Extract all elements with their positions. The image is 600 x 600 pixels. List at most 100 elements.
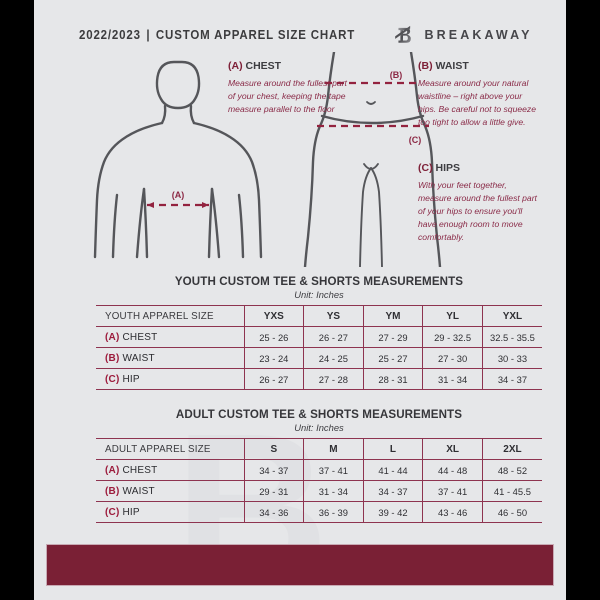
youth-r2-c3: 31 - 34 — [422, 368, 483, 390]
adult-size-table: ADULT APPAREL SIZE S M L XL 2XL (A) CHEST… — [96, 438, 542, 523]
hips-tag: (C) — [418, 162, 433, 174]
youth-r1-c0: 23 - 24 — [243, 347, 304, 369]
adult-row-2-label: (C) HIP — [96, 501, 244, 523]
waist-name: WAIST — [435, 60, 469, 72]
adult-r2-c1: 36 - 39 — [303, 501, 364, 523]
waist-tag: (B) — [418, 60, 433, 72]
youth-r2-c1: 27 - 28 — [303, 368, 364, 390]
chest-marker-label: (A) — [172, 190, 185, 200]
adult-r2-c3: 43 - 46 — [422, 501, 483, 523]
adult-r1-c4: 41 - 45.5 — [481, 480, 542, 502]
header-separator: | — [146, 28, 151, 42]
youth-size-table: YOUTH APPAREL SIZE YXS YS YM YL YXL (A) C… — [96, 305, 542, 390]
callout-waist: (B) WAIST Measure around your natural wa… — [418, 60, 536, 129]
adult-col-3: XL — [422, 438, 483, 460]
adult-r0-c2: 41 - 44 — [362, 459, 423, 481]
youth-table-title: YOUTH CUSTOM TEE & SHORTS MEASUREMENTS — [174, 275, 464, 288]
table-row: (B) WAIST 29 - 31 31 - 34 34 - 37 37 - 41… — [96, 480, 542, 502]
adult-col-2: L — [362, 438, 423, 460]
youth-row-1-name: WAIST — [122, 352, 155, 364]
adult-row-1-name: WAIST — [122, 485, 155, 497]
callout-waist-body: Measure around your natural waistline – … — [418, 78, 537, 128]
youth-r1-c3: 27 - 30 — [422, 347, 483, 369]
callout-chest-title: (A) CHEST — [228, 60, 348, 72]
adult-measurements-block: ADULT CUSTOM TEE & SHORTS MEASUREMENTS U… — [96, 408, 542, 523]
adult-r0-c0: 34 - 37 — [243, 459, 304, 481]
youth-table-unit: Unit: Inches — [294, 289, 344, 300]
table-row: (C) HIP 26 - 27 27 - 28 28 - 31 31 - 34 3… — [96, 368, 542, 390]
callout-chest-body: Measure around the fullest part of your … — [228, 78, 347, 115]
callout-waist-title: (B) WAIST — [418, 60, 536, 72]
header-season: 2022/2023 — [79, 28, 142, 42]
youth-header-row: YOUTH APPAREL SIZE YXS YS YM YL YXL — [96, 305, 542, 327]
youth-r1-c2: 25 - 27 — [362, 347, 423, 369]
adult-label-header: ADULT APPAREL SIZE — [96, 438, 244, 460]
adult-r1-c3: 37 - 41 — [422, 480, 483, 502]
chest-arrow-left — [147, 202, 154, 208]
table-row: (A) CHEST 34 - 37 37 - 41 41 - 44 44 - 48… — [96, 459, 542, 481]
adult-r1-c2: 34 - 37 — [362, 480, 423, 502]
youth-r1-c1: 24 - 25 — [303, 347, 364, 369]
adult-r0-c4: 48 - 52 — [481, 459, 542, 481]
youth-row-1-tag: (B) — [105, 352, 120, 364]
youth-col-4: YXL — [481, 305, 542, 327]
table-row: (C) HIP 34 - 36 36 - 39 39 - 42 43 - 46 4… — [96, 501, 542, 523]
adult-r2-c4: 46 - 50 — [481, 501, 542, 523]
chest-name: CHEST — [245, 60, 282, 72]
youth-label-header: YOUTH APPAREL SIZE — [96, 305, 244, 327]
adult-row-1-label: (B) WAIST — [96, 480, 244, 502]
adult-col-1: M — [303, 438, 364, 460]
adult-row-2-name: HIP — [122, 506, 140, 518]
youth-r0-c1: 26 - 27 — [303, 326, 364, 348]
adult-row-0-name: CHEST — [122, 464, 158, 476]
callout-hips: (C) HIPS With your feet together, measur… — [418, 162, 540, 244]
youth-r1-c4: 30 - 33 — [481, 347, 542, 369]
youth-row-1-label: (B) WAIST — [96, 347, 244, 369]
adult-table-title: ADULT CUSTOM TEE & SHORTS MEASUREMENTS — [175, 408, 463, 421]
youth-r2-c4: 34 - 37 — [481, 368, 542, 390]
page-title: CUSTOM APPAREL SIZE CHART — [156, 28, 356, 42]
adult-r2-c0: 34 - 36 — [243, 501, 304, 523]
chart-sheet: B 2022/2023 | CUSTOM APPAREL SIZE CHART — [34, 0, 566, 600]
adult-r2-c2: 39 - 42 — [362, 501, 423, 523]
youth-r0-c3: 29 - 32.5 — [422, 326, 483, 348]
brand-lockup: BREAKAWAY — [390, 22, 533, 48]
youth-row-2-label: (C) HIP — [96, 368, 244, 390]
adult-r1-c1: 31 - 34 — [303, 480, 364, 502]
adult-col-4: 2XL — [481, 438, 542, 460]
adult-r0-c1: 37 - 41 — [303, 459, 364, 481]
header-title-group: 2022/2023 | CUSTOM APPAREL SIZE CHART — [79, 28, 355, 42]
adult-r1-c0: 29 - 31 — [243, 480, 304, 502]
page-header: 2022/2023 | CUSTOM APPAREL SIZE CHART BREA… — [34, 18, 566, 52]
chest-tag: (A) — [228, 60, 243, 72]
youth-row-0-tag: (A) — [105, 331, 120, 343]
callout-chest: (A) CHEST Measure around the fullest par… — [228, 60, 348, 116]
youth-r0-c2: 27 - 29 — [362, 326, 423, 348]
callout-hips-title: (C) HIPS — [418, 162, 540, 174]
youth-r2-c2: 28 - 31 — [362, 368, 423, 390]
brand-name: BREAKAWAY — [424, 28, 533, 42]
hips-marker-label: (C) — [409, 135, 422, 145]
youth-row-2-tag: (C) — [105, 373, 120, 385]
adult-col-0: S — [243, 438, 304, 460]
waist-marker-label: (B) — [390, 70, 403, 80]
table-row: (A) CHEST 25 - 26 26 - 27 27 - 29 29 - 32… — [96, 326, 542, 348]
adult-row-2-tag: (C) — [105, 506, 120, 518]
youth-col-2: YM — [362, 305, 423, 327]
adult-header-row: ADULT APPAREL SIZE S M L XL 2XL — [96, 438, 542, 460]
youth-row-0-name: CHEST — [122, 331, 158, 343]
adult-row-0-tag: (A) — [105, 464, 120, 476]
youth-row-0-label: (A) CHEST — [96, 326, 244, 348]
youth-measurements-block: YOUTH CUSTOM TEE & SHORTS MEASUREMENTS U… — [96, 275, 542, 390]
footer-accent-bar — [46, 544, 554, 586]
adult-table-unit: Unit: Inches — [294, 422, 344, 433]
measurement-illustrations: (A) (B) (C) (A) CHEST Measure around the… — [34, 52, 566, 267]
chest-arrow-right — [202, 202, 209, 208]
callout-hips-body: With your feet together, measure around … — [418, 180, 537, 243]
youth-r0-c4: 32.5 - 35.5 — [481, 326, 542, 348]
youth-col-1: YS — [303, 305, 364, 327]
adult-row-1-tag: (B) — [105, 485, 120, 497]
youth-row-2-name: HIP — [122, 373, 140, 385]
breakaway-b-logo-icon — [394, 25, 411, 43]
